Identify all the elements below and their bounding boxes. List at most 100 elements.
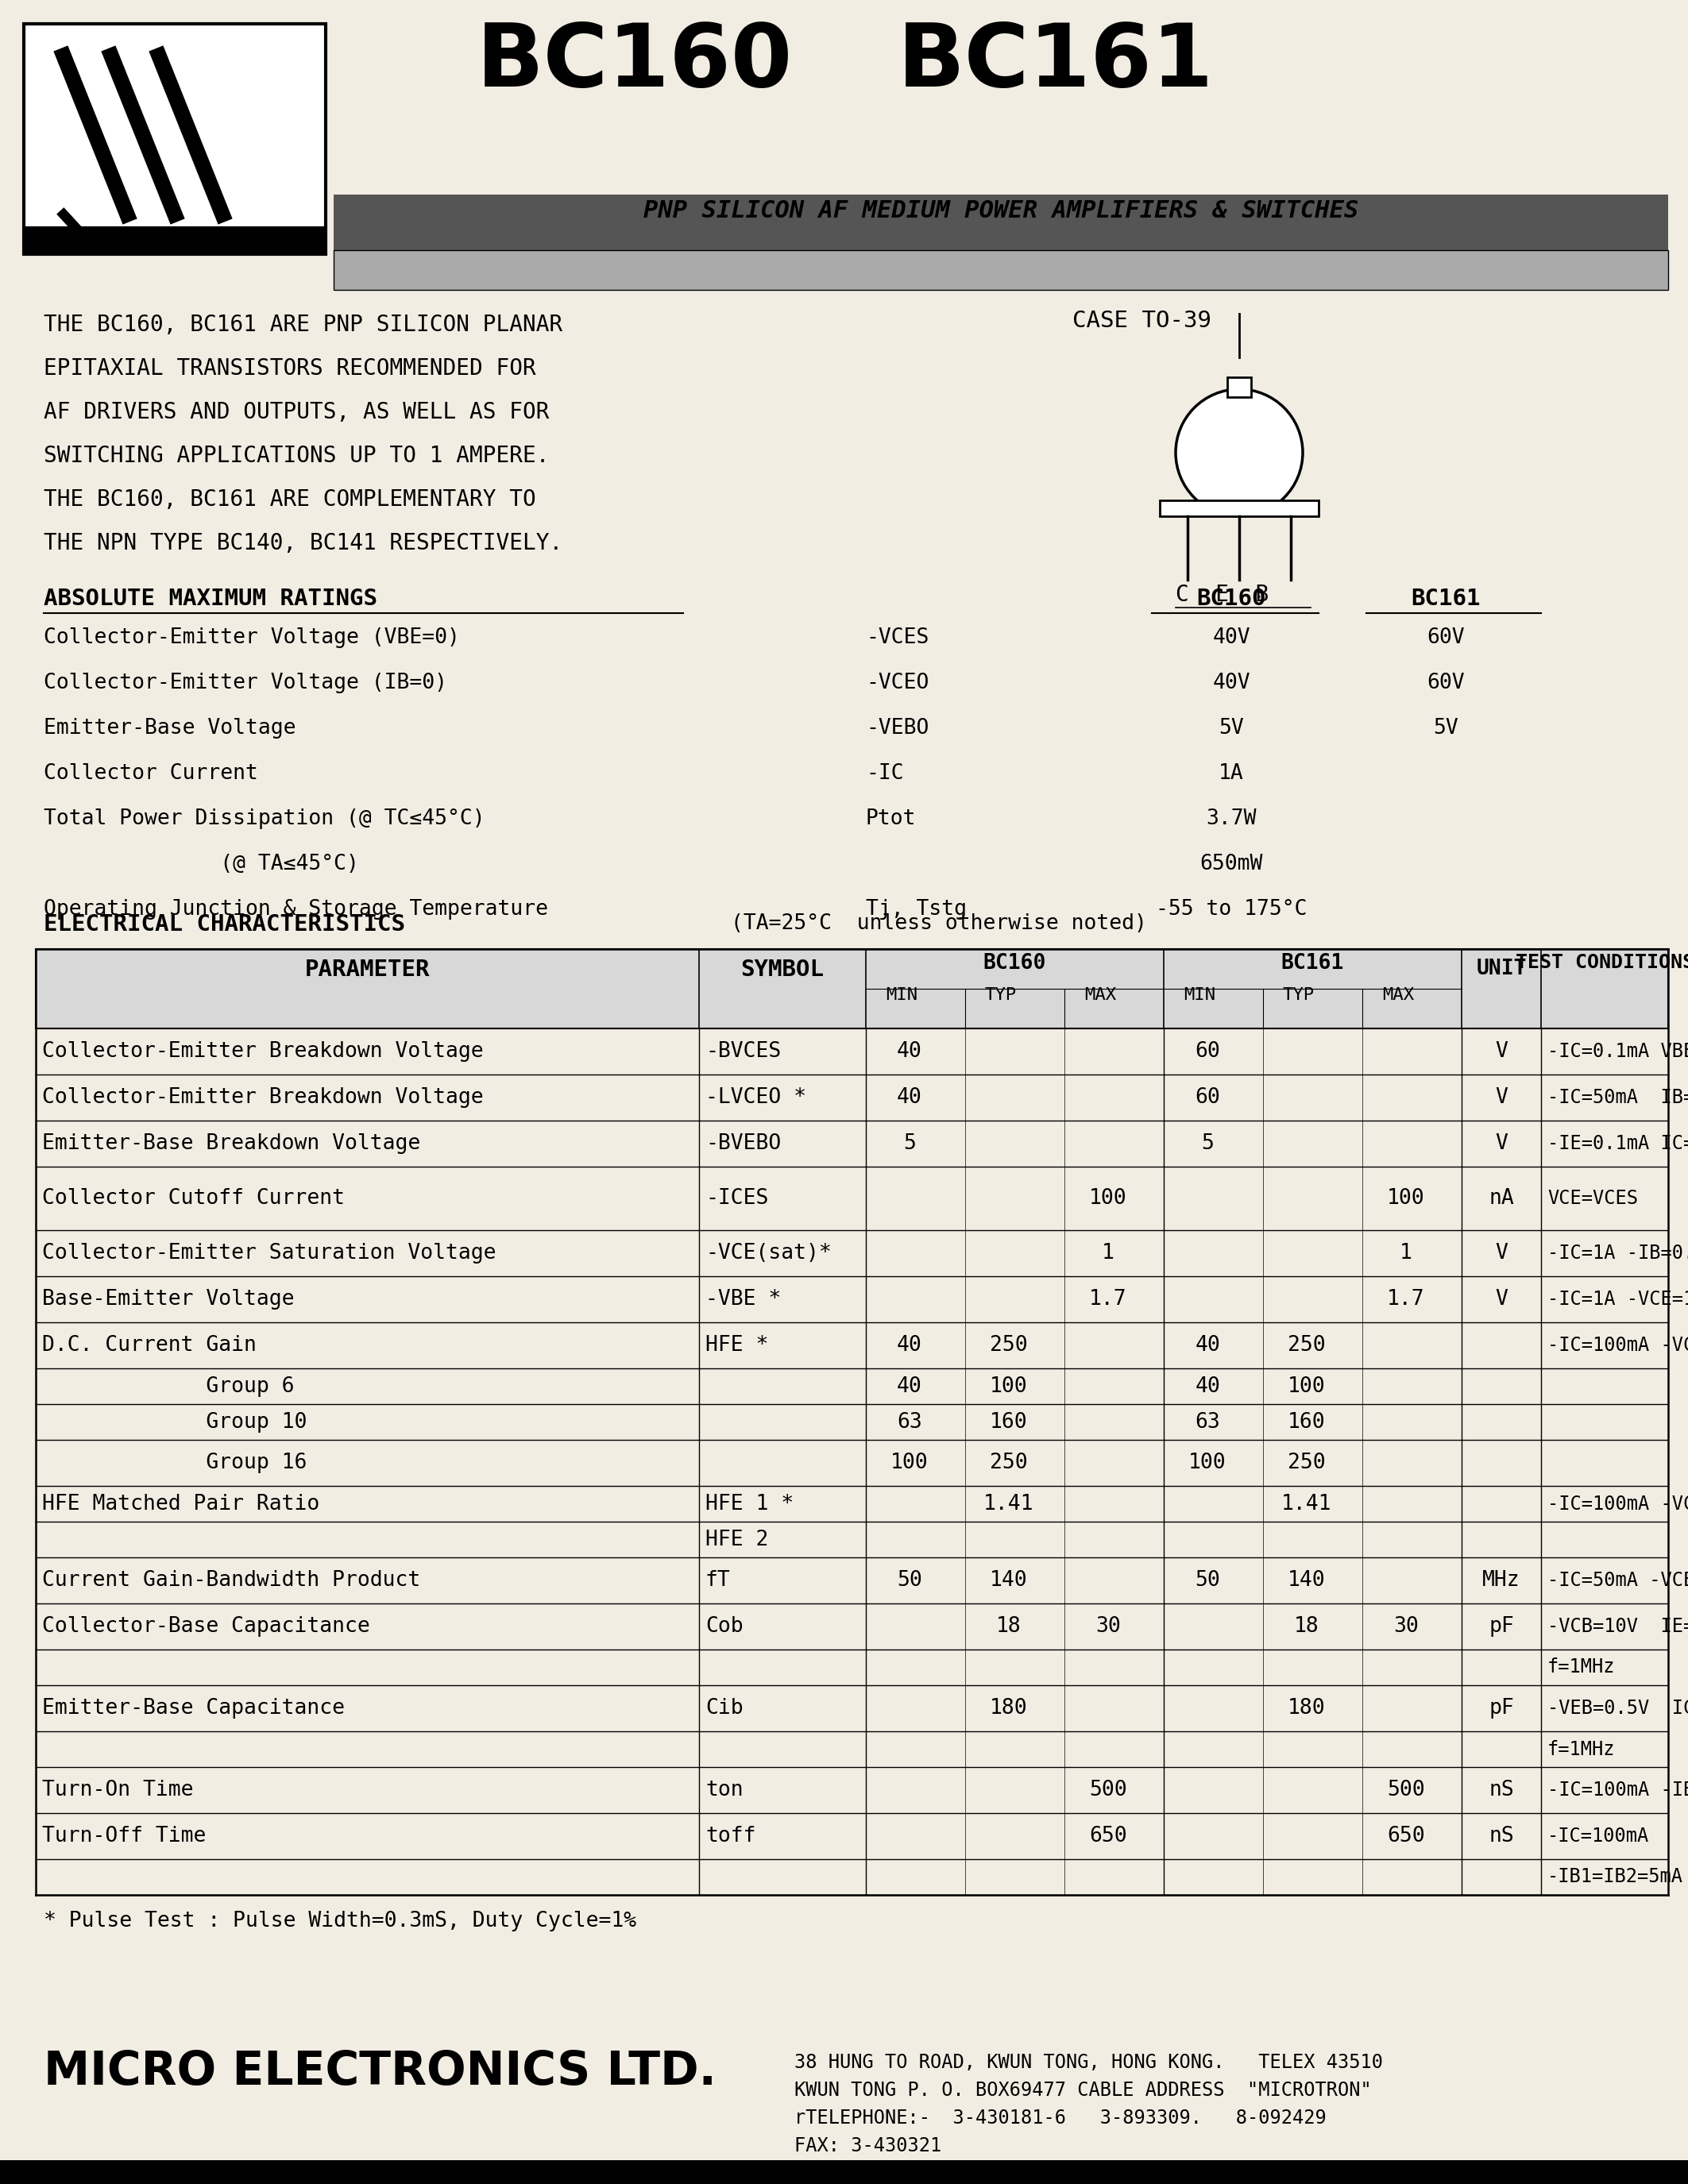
Text: TYP: TYP [986,987,1016,1002]
Text: BC161: BC161 [898,20,1214,105]
Text: fT: fT [706,1570,731,1590]
Text: -VCES: -VCES [866,627,928,649]
Text: 5V: 5V [1433,719,1458,738]
Text: 250: 250 [989,1334,1028,1356]
Text: 40: 40 [896,1042,922,1061]
Text: V: V [1496,1042,1507,1061]
Text: ABSOLUTE MAXIMUM RATINGS: ABSOLUTE MAXIMUM RATINGS [44,587,378,609]
Text: D.C. Current Gain: D.C. Current Gain [42,1334,257,1356]
Text: 500: 500 [1388,1780,1425,1800]
Text: * Pulse Test : Pulse Width=0.3mS, Duty Cycle=1%: * Pulse Test : Pulse Width=0.3mS, Duty C… [44,1911,636,1931]
Text: -IC=50mA -VCE=10V: -IC=50mA -VCE=10V [1548,1570,1688,1590]
Text: Operating Junction & Storage Temperature: Operating Junction & Storage Temperature [44,900,549,919]
Text: Cib: Cib [706,1697,743,1719]
Text: 40: 40 [1195,1376,1220,1396]
Text: toff: toff [706,1826,756,1845]
Text: 100: 100 [1388,1188,1425,1208]
Text: -LVCEO *: -LVCEO * [706,1088,807,1107]
Text: -IC=100mA -VCE=1V: -IC=100mA -VCE=1V [1548,1337,1688,1354]
Text: MAX: MAX [1084,987,1116,1002]
Text: 250: 250 [1288,1334,1325,1356]
Bar [334,251,1668,290]
Text: Collector Current: Collector Current [44,762,258,784]
Text: -IB1=IB2=5mA: -IB1=IB2=5mA [1548,1867,1683,1887]
Text: Tj, Tstg: Tj, Tstg [866,900,967,919]
Text: 1A: 1A [1219,762,1244,784]
Text: Collector-Emitter Voltage (IB=0): Collector-Emitter Voltage (IB=0) [44,673,447,692]
Text: 63: 63 [896,1411,922,1433]
Text: 18: 18 [1295,1616,1320,1636]
Circle shape [1175,389,1303,515]
Text: ton: ton [706,1780,743,1800]
Text: 180: 180 [1288,1697,1325,1719]
Text: THE BC160, BC161 ARE PNP SILICON PLANAR: THE BC160, BC161 ARE PNP SILICON PLANAR [44,314,562,336]
Text: 30: 30 [1096,1616,1121,1636]
Text: 5: 5 [1202,1133,1214,1153]
Text: 40: 40 [896,1334,922,1356]
Text: 60V: 60V [1426,627,1465,649]
Text: -IC=1A -VCE=1V: -IC=1A -VCE=1V [1548,1291,1688,1308]
Text: VCE=VCES: VCE=VCES [1548,1188,1637,1208]
Text: 100: 100 [1089,1188,1128,1208]
Text: 30: 30 [1393,1616,1418,1636]
Text: Collector-Emitter Voltage (VBE=0): Collector-Emitter Voltage (VBE=0) [44,627,459,649]
Bar [334,194,1668,251]
Text: Total Power Dissipation (@ TC≤45°C): Total Power Dissipation (@ TC≤45°C) [44,808,484,830]
Text: 160: 160 [989,1411,1028,1433]
Text: BC161: BC161 [1281,952,1344,974]
Text: TEST CONDITIONS: TEST CONDITIONS [1516,952,1688,972]
Bar [24,227,326,253]
Text: 40V: 40V [1212,627,1251,649]
Text: 5: 5 [903,1133,917,1153]
Text: Cob: Cob [706,1616,743,1636]
Text: 1.41: 1.41 [1281,1494,1332,1514]
Text: -VEB=0.5V  IC=0: -VEB=0.5V IC=0 [1548,1699,1688,1719]
Text: PNP SILICON AF MEDIUM POWER AMPLIFIERS & SWITCHES: PNP SILICON AF MEDIUM POWER AMPLIFIERS &… [643,199,1359,223]
Text: 100: 100 [891,1452,928,1474]
Text: 140: 140 [989,1570,1028,1590]
Text: V: V [1496,1088,1507,1107]
Text: nS: nS [1489,1826,1514,1845]
Text: 38 HUNG TO ROAD, KWUN TONG, HONG KONG.   TELEX 43510: 38 HUNG TO ROAD, KWUN TONG, HONG KONG. T… [795,2053,1382,2073]
Text: -IC: -IC [866,762,903,784]
Text: V: V [1496,1289,1507,1310]
Text: CASE TO-39: CASE TO-39 [1072,310,1212,332]
Text: -VEBO: -VEBO [866,719,928,738]
Text: Group 10: Group 10 [42,1411,307,1433]
Text: -VBE *: -VBE * [706,1289,782,1310]
Text: BC160: BC160 [476,20,793,105]
Text: HFE 2: HFE 2 [706,1529,768,1551]
Text: SWITCHING APPLICATIONS UP TO 1 AMPERE.: SWITCHING APPLICATIONS UP TO 1 AMPERE. [44,446,549,467]
Text: -IC=50mA  IB=0: -IC=50mA IB=0 [1548,1088,1688,1107]
Text: BC161: BC161 [1411,587,1480,609]
Text: -ICES: -ICES [706,1188,768,1208]
Text: 100: 100 [1288,1376,1325,1396]
Text: 100: 100 [989,1376,1028,1396]
Text: 60: 60 [1195,1088,1220,1107]
Text: Ptot: Ptot [866,808,917,830]
Text: 140: 140 [1288,1570,1325,1590]
Text: MIN: MIN [1183,987,1215,1002]
Text: 50: 50 [896,1570,922,1590]
Bar [1160,500,1318,515]
Text: 250: 250 [989,1452,1028,1474]
Text: -BVCES: -BVCES [706,1042,782,1061]
Text: -IE=0.1mA IC=0: -IE=0.1mA IC=0 [1548,1133,1688,1153]
Text: 63: 63 [1195,1411,1220,1433]
Text: nS: nS [1489,1780,1514,1800]
Text: 650mW: 650mW [1200,854,1263,874]
Text: Turn-Off Time: Turn-Off Time [42,1826,206,1845]
Text: Emitter-Base Voltage: Emitter-Base Voltage [44,719,295,738]
Text: AF DRIVERS AND OUTPUTS, AS WELL AS FOR: AF DRIVERS AND OUTPUTS, AS WELL AS FOR [44,402,549,424]
Text: 100: 100 [1188,1452,1225,1474]
Text: Turn-On Time: Turn-On Time [42,1780,194,1800]
Text: 40: 40 [1195,1334,1220,1356]
Text: MICRO ELECTRONICS LTD.: MICRO ELECTRONICS LTD. [44,2049,716,2094]
Text: 1.7: 1.7 [1388,1289,1425,1310]
Text: 5V: 5V [1219,719,1244,738]
Text: -IC=100mA -IB1=5mA: -IC=100mA -IB1=5mA [1548,1780,1688,1800]
Text: HFE 1 *: HFE 1 * [706,1494,793,1514]
Text: MIN: MIN [886,987,918,1002]
Text: Collector Cutoff Current: Collector Cutoff Current [42,1188,344,1208]
Text: 250: 250 [1288,1452,1325,1474]
